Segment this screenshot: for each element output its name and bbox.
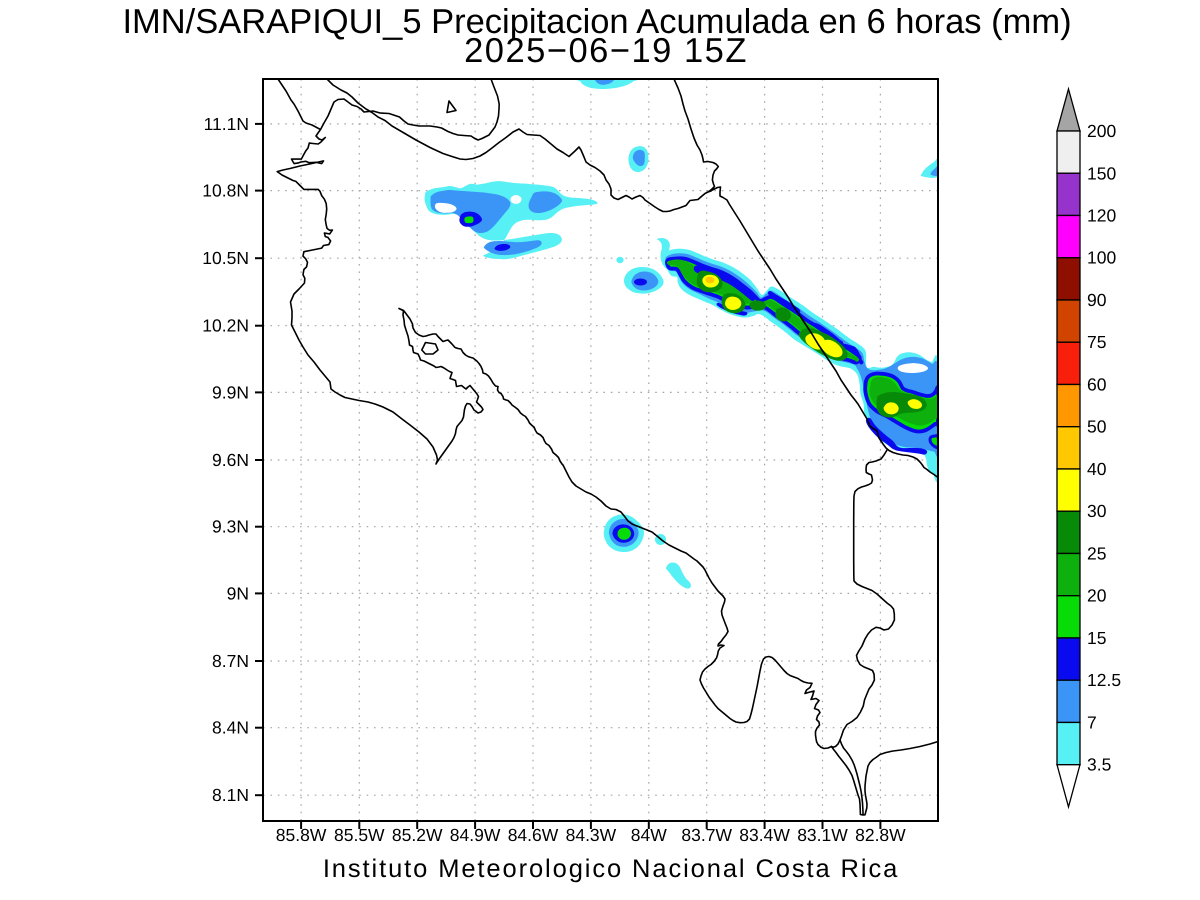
svg-text:10.2N: 10.2N [202,316,249,336]
svg-text:7: 7 [1087,712,1097,732]
svg-text:9N: 9N [227,583,249,603]
svg-text:200: 200 [1087,121,1116,141]
svg-text:83.7W: 83.7W [681,825,732,845]
svg-text:25: 25 [1087,543,1106,563]
svg-text:8.1N: 8.1N [212,785,249,805]
svg-text:90: 90 [1087,290,1107,310]
svg-text:10.8N: 10.8N [202,181,249,201]
svg-text:100: 100 [1087,248,1116,268]
svg-text:83.1W: 83.1W [797,825,848,845]
svg-text:83.4W: 83.4W [739,825,790,845]
svg-text:9.9N: 9.9N [212,382,249,402]
svg-text:120: 120 [1087,205,1116,225]
svg-text:40: 40 [1087,459,1107,479]
svg-text:2025−06−19 15Z: 2025−06−19 15Z [464,32,748,70]
svg-text:15: 15 [1087,628,1106,648]
svg-text:3.5: 3.5 [1087,755,1111,775]
svg-text:84.9W: 84.9W [450,825,501,845]
svg-text:84.6W: 84.6W [508,825,559,845]
svg-text:85.2W: 85.2W [392,825,443,845]
svg-text:8.4N: 8.4N [212,718,249,738]
svg-text:12.5: 12.5 [1087,670,1121,690]
svg-text:84W: 84W [631,825,667,845]
svg-text:10.5N: 10.5N [202,248,249,268]
svg-text:Instituto Meteorologico Nacion: Instituto Meteorologico Nacional Costa R… [323,855,899,883]
svg-text:85.8W: 85.8W [276,825,327,845]
svg-text:9.6N: 9.6N [212,450,249,470]
svg-text:IMN/SARAPIQUI_5 Precipitacion: IMN/SARAPIQUI_5 Precipitacion Acumulada … [122,3,1071,41]
svg-text:84.3W: 84.3W [566,825,617,845]
svg-text:75: 75 [1087,332,1106,352]
svg-text:9.3N: 9.3N [212,517,249,537]
svg-text:8.7N: 8.7N [212,651,249,671]
svg-text:150: 150 [1087,163,1116,183]
svg-text:50: 50 [1087,417,1107,437]
svg-text:82.8W: 82.8W [855,825,906,845]
svg-text:85.5W: 85.5W [334,825,385,845]
svg-text:30: 30 [1087,501,1107,521]
svg-text:60: 60 [1087,374,1107,394]
svg-text:20: 20 [1087,586,1107,606]
svg-text:11.1N: 11.1N [204,114,249,134]
